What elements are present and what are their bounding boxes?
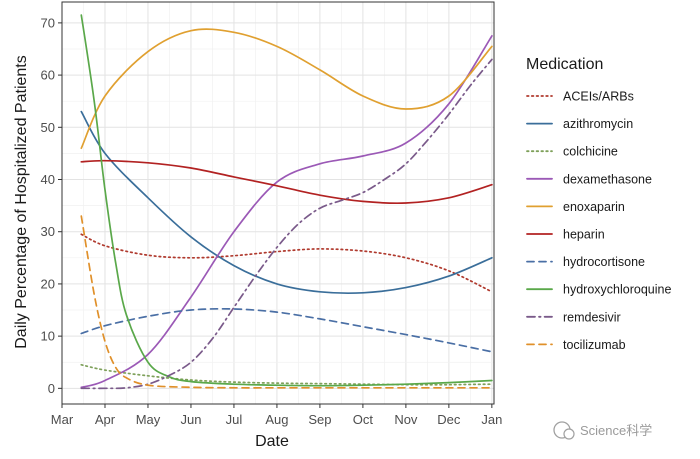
watermark: Science科学 [553, 421, 652, 440]
plot-border [61, 1, 495, 405]
x-tick-label: Nov [394, 412, 418, 427]
x-axis-title: Date [255, 433, 289, 450]
x-tick-label: Jan [481, 412, 502, 427]
y-axis-title: Daily Percentage of Hospitalized Patient… [13, 55, 30, 349]
watermark-text: Science科学 [580, 423, 652, 438]
legend-label-enoxaparin: enoxaparin [563, 200, 625, 214]
legend-title: Medication [526, 56, 603, 73]
y-tick-label: 20 [41, 276, 55, 291]
y-tick-label: 60 [41, 68, 55, 83]
x-tick-label: Mar [51, 412, 74, 427]
wechat-icon-inner [563, 428, 575, 440]
legend-label-dexamethasone: dexamethasone [563, 172, 652, 186]
y-tick-label: 50 [41, 120, 55, 135]
series-line-hydroxychloroquine [80, 14, 493, 387]
legend-label-remdesivir: remdesivir [563, 310, 621, 324]
series-line-azithromycin [80, 110, 493, 295]
legend-label-heparin: heparin [563, 228, 605, 242]
legend-label-tocilizumab: tocilizumab [563, 338, 626, 352]
legend-label-hydrocortisone: hydrocortisone [563, 255, 645, 269]
series-line-tocilizumab [80, 215, 493, 389]
series-line-enoxaparin [80, 28, 493, 150]
x-tick-label: May [136, 412, 161, 427]
x-tick-label: Oct [353, 412, 374, 427]
legend-label-aceis-arbs: ACEIs/ARBs [563, 90, 634, 104]
series-layer [80, 14, 493, 390]
y-tick-label: 0 [48, 381, 55, 396]
series-line-hydrocortisone [80, 307, 493, 353]
series-line-heparin [80, 159, 493, 205]
y-tick-label: 10 [41, 329, 55, 344]
x-tick-label: Jul [226, 412, 243, 427]
legend-label-colchicine: colchicine [563, 145, 618, 159]
x-tick-label: Apr [95, 412, 116, 427]
series-line-remdesivir [80, 58, 493, 390]
series-line-colchicine [80, 363, 493, 386]
x-tick-label: Dec [437, 412, 461, 427]
legend-label-hydroxychloroquine: hydroxychloroquine [563, 283, 671, 297]
x-tick-label: Aug [265, 412, 288, 427]
series-line-dexamethasone [80, 35, 493, 389]
x-tick-label: Sep [308, 412, 331, 427]
legend: ACEIs/ARBs azithromycin colchicine dexameth… [526, 90, 671, 352]
y-tick-label: 30 [41, 224, 55, 239]
x-axis-ticks: Mar Apr May Jun Jul Aug Sep Oct Nov Dec Jan [51, 404, 502, 427]
legend-label-azithromycin: azithromycin [563, 117, 633, 131]
y-axis-ticks: 0 10 20 30 40 50 60 70 [41, 15, 62, 396]
x-tick-label: Jun [180, 412, 201, 427]
series-line-aceis-arbs [80, 233, 493, 293]
y-tick-label: 40 [41, 172, 55, 187]
y-tick-label: 70 [41, 15, 55, 30]
